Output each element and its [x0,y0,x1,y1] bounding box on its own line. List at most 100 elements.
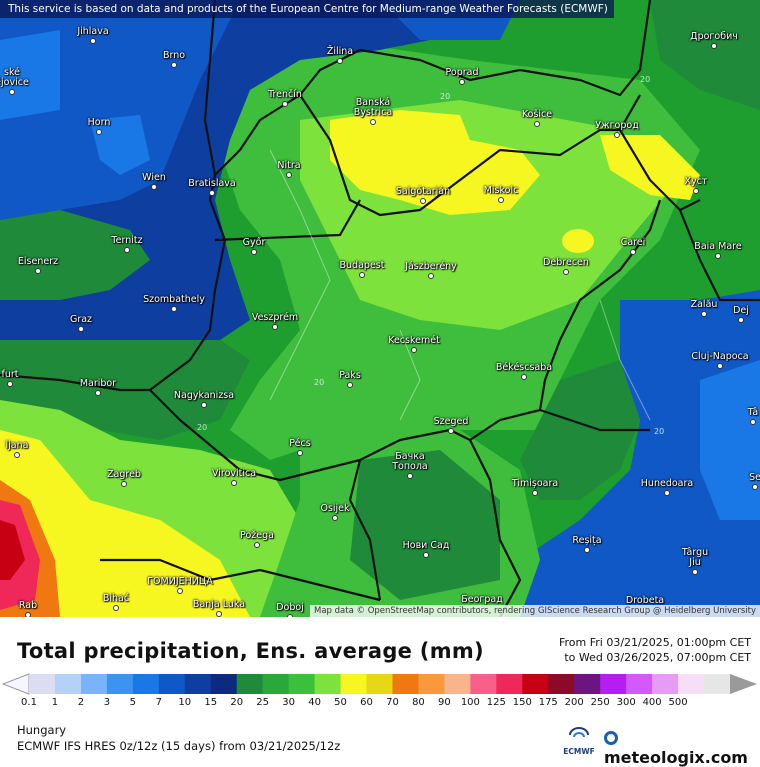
city-label[interactable]: Hunedoara [640,478,694,489]
city-label[interactable]: Debrecen [543,257,589,268]
city-marker [711,43,717,49]
city-label[interactable]: Нови Сад [402,540,450,551]
scale-tick-label: 100 [460,697,480,708]
city-label[interactable]: Београд [461,594,503,605]
ecmwf-logo[interactable]: ECMWF [563,727,595,756]
scale-swatch [652,674,679,694]
city-marker [584,547,590,553]
city-marker [251,249,257,255]
city-label[interactable]: Zagreb [107,469,141,480]
city-label[interactable]: Kecskemét [388,335,440,346]
city-label[interactable]: Bihać [102,593,130,604]
scale-swatch [132,674,160,694]
city-label[interactable]: Dej [733,305,749,316]
scale-swatch [340,674,368,694]
city-label[interactable]: Békéscsaba [495,362,553,373]
city-marker [347,382,353,388]
city-label[interactable]: Szeged [433,416,469,427]
scale-tick-label: 10 [178,697,192,708]
city-label[interactable]: Požega [240,530,274,541]
city-label[interactable]: ljana [5,440,29,451]
city-marker [287,614,293,617]
city-label[interactable]: Pécs [289,438,311,449]
meteologix-logo[interactable]: meteologix.com [604,729,760,767]
city-label[interactable]: Tâ [747,407,759,418]
map-attribution[interactable]: Map data © OpenStreetMap contributors, r… [310,605,760,617]
city-label[interactable]: Graz [69,314,93,325]
city-label[interactable]: Banská Bystrica [353,97,393,118]
city-marker [370,119,376,125]
city-label[interactable]: furt [1,369,19,380]
city-label[interactable]: Brno [162,50,186,61]
precipitation-field [0,0,760,617]
scale-tick-label: 25 [256,697,270,708]
city-marker [216,611,222,617]
city-label[interactable]: Zalău [690,299,718,310]
city-label[interactable]: Salgótarján [395,186,451,197]
city-label[interactable]: Virovitica [211,468,257,479]
city-label[interactable]: Poprad [445,67,479,78]
city-label[interactable]: Cluj-Napoca [691,351,749,362]
city-label[interactable]: Žilina [326,46,354,57]
city-label[interactable]: Doboj [276,602,304,613]
city-label[interactable]: Rab [18,600,38,611]
city-marker [534,121,540,127]
city-marker [7,381,13,387]
city-label[interactable]: Târgu Jiu [681,547,709,568]
city-label[interactable]: Carei [620,237,646,248]
city-marker [14,452,20,458]
city-label[interactable]: Jihlava [77,26,109,37]
city-label[interactable]: ské ějovice [0,67,29,88]
scale-swatch [678,674,705,694]
city-label[interactable]: Trenčín [268,89,302,100]
city-marker [201,402,207,408]
contour-label: 20 [440,92,451,101]
city-label[interactable]: Бачка Топола [392,451,428,472]
city-label[interactable]: Nitra [277,160,301,171]
city-label[interactable]: Budapest [339,260,385,271]
city-label[interactable]: Jászberény [405,261,457,272]
scale-swatch [288,674,316,694]
city-marker [407,473,413,479]
city-label[interactable]: Szombathely [143,294,205,305]
contour-label: 20 [640,75,651,84]
precipitation-map[interactable]: This service is based on data and produc… [0,0,760,617]
scale-swatch [106,674,134,694]
scale-swatch [418,674,445,694]
city-label[interactable]: Ужгород [595,120,639,131]
city-label[interactable]: Košice [521,109,553,120]
city-marker [124,247,130,253]
scale-tick-label: 200 [564,697,584,708]
city-label[interactable]: Győr [242,237,266,248]
contour-label: 20 [197,423,208,432]
city-label[interactable]: Дрогобич [690,31,738,42]
city-label[interactable]: Se [749,472,760,483]
city-label[interactable]: Bratislava [188,178,236,189]
city-marker [121,481,127,487]
city-label[interactable]: Banja Luka [192,599,246,610]
city-label[interactable]: Osijek [320,503,350,514]
city-label[interactable]: ГОМИЈЕНИЦА [147,576,213,587]
city-marker [35,268,41,274]
city-marker [420,198,426,204]
scale-swatch [80,674,108,694]
city-label[interactable]: Timișoara [511,478,559,489]
city-label[interactable]: Miskolc [483,185,519,196]
city-label[interactable]: Paks [339,370,361,381]
city-label[interactable]: Хуст [684,176,708,187]
scale-tick-label: 1 [51,697,59,708]
city-label[interactable]: Wien [142,172,166,183]
scale-swatch [470,674,497,694]
city-label[interactable]: Maribor [79,378,117,389]
scale-tick-label: 40 [308,697,321,708]
city-label[interactable]: Eisenerz [17,256,59,267]
city-label[interactable]: Ternitz [111,235,143,246]
city-label[interactable]: Veszprém [251,312,299,323]
city-label[interactable]: Reșița [572,535,602,546]
scale-tick-label: 30 [282,697,295,708]
city-label[interactable]: Baia Mare [694,241,742,252]
city-label[interactable]: Horn [87,117,111,128]
contour-label: 20 [654,427,665,436]
city-label[interactable]: Nagykanizsa [173,390,235,401]
city-label[interactable]: Drobeta [625,595,665,606]
